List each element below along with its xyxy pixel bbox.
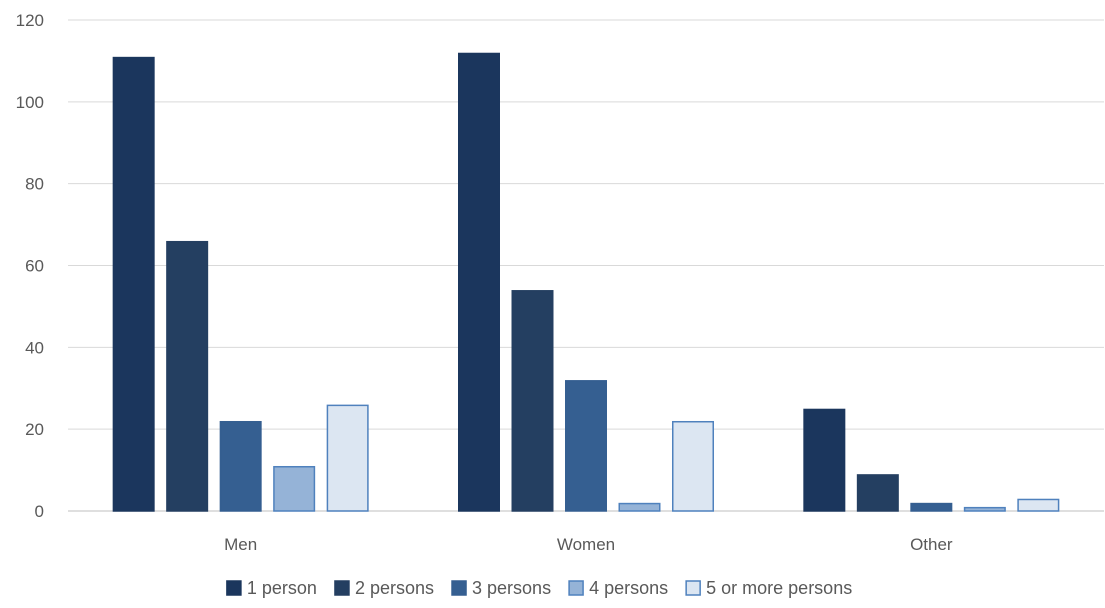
y-tick-label: 100 xyxy=(16,93,44,112)
bar-other-2 xyxy=(856,474,899,512)
bar-women-5 xyxy=(672,420,714,512)
bar-men-3 xyxy=(219,420,262,512)
legend-label: 2 persons xyxy=(355,578,434,598)
legend-label: 5 or more persons xyxy=(706,578,852,598)
legend-label: 4 persons xyxy=(589,578,668,598)
legend-swatch xyxy=(334,580,350,596)
bars xyxy=(112,52,1060,512)
bar-men-1 xyxy=(112,56,155,512)
bar-men-4 xyxy=(273,465,316,512)
legend-swatch xyxy=(451,580,467,596)
category-label: Women xyxy=(557,535,615,554)
y-tick-label: 0 xyxy=(35,502,44,521)
bar-women-4 xyxy=(618,502,661,512)
legend: 1 person 2 persons 3 persons 4 persons 5 or … xyxy=(226,578,852,598)
x-axis-labels: Men Women Other xyxy=(224,535,953,554)
y-tick-label: 120 xyxy=(16,11,44,30)
legend-swatch xyxy=(226,580,242,596)
bar-other-1 xyxy=(803,408,846,512)
y-tick-label: 40 xyxy=(25,338,44,357)
bar-other-4 xyxy=(963,506,1006,512)
bar-other-3 xyxy=(910,502,953,512)
bar-men-2 xyxy=(166,240,209,512)
legend-swatch xyxy=(685,580,701,596)
bar-women-2 xyxy=(511,290,554,512)
category-label: Other xyxy=(910,535,953,554)
y-tick-label: 20 xyxy=(25,420,44,439)
bar-women-3 xyxy=(565,380,607,512)
bar-women-1 xyxy=(458,52,500,512)
legend-label: 3 persons xyxy=(472,578,551,598)
bar-men-5 xyxy=(326,404,369,512)
y-tick-label: 80 xyxy=(25,175,44,194)
bar-other-5 xyxy=(1017,498,1060,512)
category-label: Men xyxy=(224,535,257,554)
y-tick-label: 60 xyxy=(25,257,44,276)
legend-swatch xyxy=(568,580,584,596)
legend-label: 1 person xyxy=(247,578,317,598)
y-axis-ticks: 0 20 40 60 80 100 120 xyxy=(16,11,44,521)
